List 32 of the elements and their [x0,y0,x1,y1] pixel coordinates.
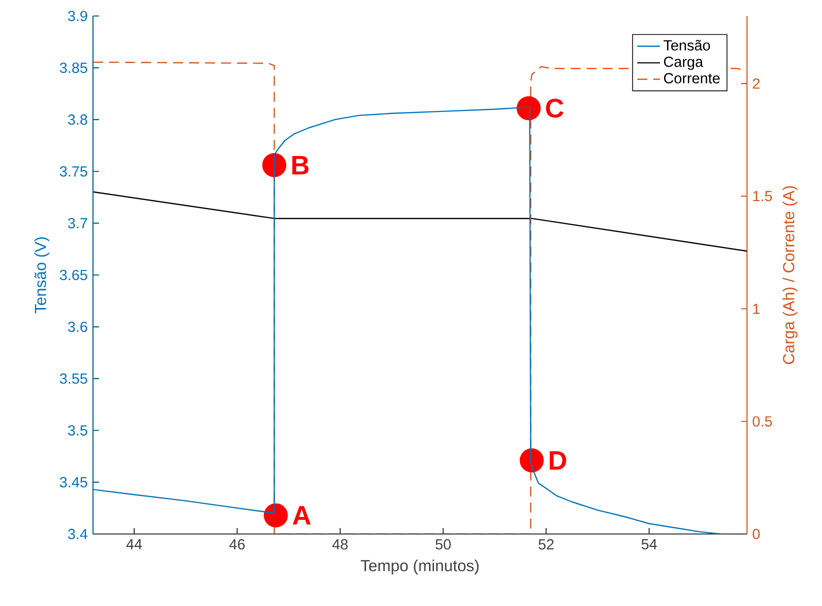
legend-label: Carga [664,56,704,70]
y2-tick-label: 0.5 [752,416,772,427]
y-tick-label: 3.45 [60,477,88,488]
legend-label: Corrente [664,73,720,84]
y2-tick-label: 2 [752,78,760,89]
y-tick-label: 3.5 [68,425,88,436]
x-tick-label: 44 [126,539,142,550]
x-tick-label: 50 [436,539,451,550]
y-axis-title: Tensão (V) [34,237,50,314]
y2-tick-label: 0 [752,528,760,540]
x-tick-label: 48 [332,539,348,550]
x-tick-label: 46 [229,539,245,550]
y2-tick-label: 1 [753,304,760,314]
y-tick-label: 3.9 [68,10,88,22]
annotation: B [292,156,309,174]
y-tick-label: 3.8 [68,114,88,125]
y2-axis-title: Carga (Ah) / Corrente (A) [782,186,798,364]
y-tick-label: 3.65 [60,270,88,280]
y-tick-label: 3.7 [68,218,88,228]
annotation: D [550,451,566,470]
y-tick-label: 3.85 [60,62,88,73]
y-tick-label: 3.75 [60,166,88,177]
annotation: A [292,506,311,525]
y-tick-label: 3.4 [68,528,88,540]
y-tick-label: 3.55 [60,373,88,384]
x-tick-label: 54 [642,539,657,550]
y2-tick-label: 1.5 [753,191,772,202]
x-axis-title: Tempo (minutos) [360,560,479,574]
y-tick-label: 3.6 [68,322,88,332]
x-tick-label: 52 [538,539,554,550]
legend-label: Tensão [664,40,710,51]
annotation: C [546,98,564,118]
